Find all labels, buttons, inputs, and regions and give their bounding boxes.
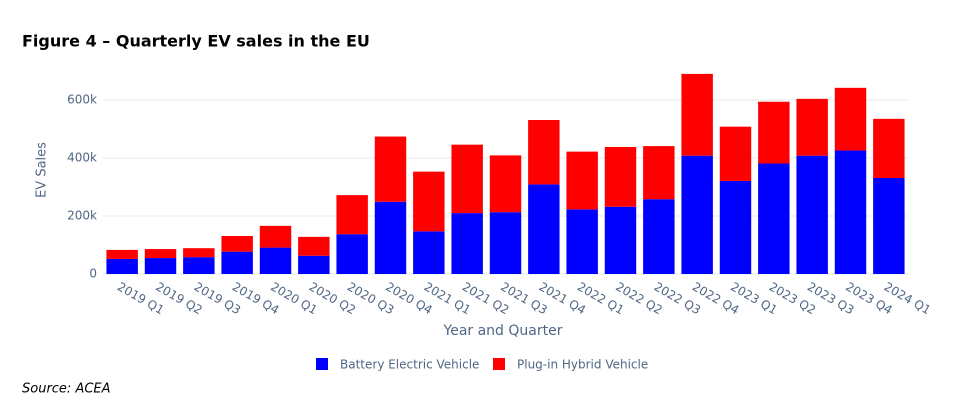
bar-segment [681,73,713,156]
bar-segment [374,136,407,202]
bar-segment [834,150,867,274]
bar-segment [298,255,330,274]
bar-segment [413,231,445,274]
bar-segment [336,195,368,235]
chart-title: Figure 4 – Quarterly EV sales in the EU [22,32,370,51]
bar-segment [298,236,330,256]
bar-segment [873,178,905,274]
bar-segment [758,101,790,164]
bar-segment [758,163,790,274]
bar-segment [566,151,598,210]
bar-segment [183,257,215,274]
bar-segment [681,155,713,274]
legend-swatch [316,358,328,370]
bar-segment [489,155,522,213]
x-axis-title: Year and Quarter [443,323,563,339]
bar-segment [528,120,560,185]
bar-segment [873,118,905,179]
y-tick-label: 600k [67,93,97,107]
bar-segment [106,258,138,274]
bar-segment [566,209,598,274]
bar-segment [259,247,292,274]
bar-segment [489,212,522,274]
bar-segment [643,146,675,200]
bar-segment [106,249,138,259]
bar-segment [604,206,637,274]
y-axis-title: EV Sales [35,142,50,198]
legend-label: Battery Electric Vehicle [340,358,479,372]
legend-swatch [493,358,505,370]
y-tick-label: 0 [89,267,97,281]
bar-segment [451,213,483,274]
bar-segment [451,144,483,214]
legend-label: Plug-in Hybrid Vehicle [517,358,648,372]
bar-segment [719,126,752,181]
bar-segment [796,155,828,274]
y-tick-label: 400k [67,151,97,165]
bar-segment [221,236,253,252]
bar-segment [834,87,867,151]
bar-segment [259,225,292,248]
bar-segment [643,199,675,274]
bar-segment [336,234,368,274]
bar-segment [719,180,752,274]
bar-segment [221,251,253,274]
bar-segment [796,98,828,156]
bar-segment [144,258,177,274]
bar-segment [604,146,637,207]
source: Source: ACEA [22,382,111,397]
bar-segment [374,201,407,274]
bar-segment [183,248,215,258]
y-tick-label: 200k [67,209,97,223]
bar-segment [144,249,177,259]
bar-segment [528,184,560,274]
bar-segment [413,171,445,232]
